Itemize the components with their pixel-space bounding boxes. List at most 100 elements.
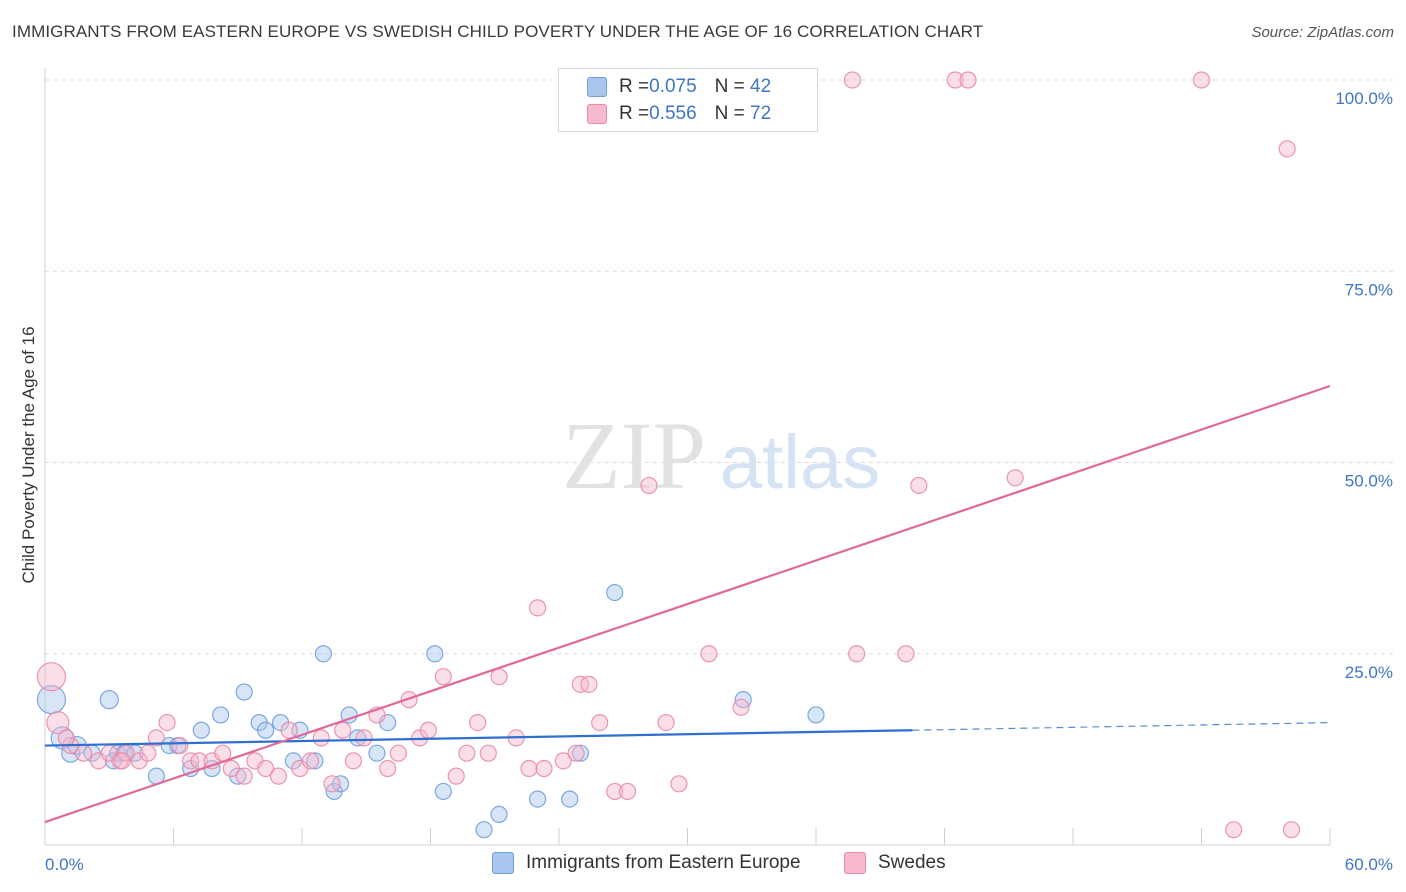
watermark-atlas: atlas (720, 420, 881, 505)
tick-labels: 100.0% 75.0% 50.0% 25.0% 0.0% 60.0% (45, 89, 1393, 874)
point-swedes (323, 775, 341, 793)
legend-r-label: R = (619, 76, 650, 97)
point-eastern-europe (235, 683, 253, 701)
series-swatch-blue (492, 852, 514, 874)
trend-line-eastern-europe (44, 729, 913, 747)
point-eastern-europe (192, 721, 210, 739)
legend-n-label: N = (714, 76, 751, 97)
point-eastern-europe (571, 744, 590, 762)
point-swedes (312, 729, 330, 747)
point-swedes (113, 752, 131, 770)
legend-r-value: 0.556 (649, 103, 697, 124)
point-eastern-europe (368, 744, 386, 762)
series-name: Immigrants from Eastern Europe (526, 852, 801, 873)
legend-swatch-blue (587, 77, 607, 97)
series-swatch-pink (844, 852, 866, 874)
point-swedes (618, 782, 637, 801)
point-swedes (946, 71, 964, 89)
point-swedes (843, 71, 862, 89)
point-swedes (74, 744, 93, 762)
point-eastern-europe (99, 690, 119, 710)
trend-line-swedes (44, 384, 1331, 824)
axes (44, 68, 1331, 846)
point-swedes (580, 675, 598, 693)
trend-lines (44, 384, 1331, 824)
point-swedes (535, 759, 553, 778)
point-swedes (344, 752, 362, 770)
point-swedes (732, 698, 750, 716)
y-tick-label: 25.0% (1345, 663, 1393, 682)
point-swedes (1282, 821, 1301, 839)
point-swedes (171, 736, 189, 755)
point-swedes (606, 782, 624, 801)
point-swedes (235, 767, 253, 785)
point-swedes (57, 729, 76, 747)
point-eastern-europe (212, 706, 230, 724)
point-swedes (1278, 140, 1296, 158)
x-tick-label: 0.0% (45, 855, 84, 874)
point-swedes (554, 752, 572, 770)
point-swedes (301, 752, 320, 770)
stats-legend: R = 0.075 N = 42 R = 0.556 N = 72 (558, 68, 818, 132)
point-swedes (469, 713, 487, 732)
point-swedes (959, 71, 977, 89)
point-swedes (139, 744, 157, 762)
point-swedes (389, 744, 407, 762)
point-swedes (528, 599, 547, 617)
legend-row-swedes: R = 0.556 N = 72 (587, 101, 771, 127)
point-eastern-europe (340, 706, 358, 724)
y-tick-label: 100.0% (1335, 89, 1393, 108)
point-swedes (458, 744, 476, 762)
watermark-zip: ZIP (562, 402, 706, 509)
point-swedes (355, 729, 373, 747)
point-eastern-europe (349, 729, 367, 747)
series-legend-swedes: Swedes (844, 852, 946, 874)
point-swedes (1006, 469, 1024, 487)
point-swedes (36, 662, 67, 692)
legend-row-eastern-europe: R = 0.075 N = 42 (587, 74, 771, 100)
watermark: ZIP atlas (562, 402, 880, 509)
point-swedes (269, 767, 288, 785)
chart-title: IMMIGRANTS FROM EASTERN EUROPE VS SWEDIS… (12, 22, 984, 41)
point-eastern-europe (256, 721, 275, 739)
point-swedes (1225, 821, 1243, 839)
point-swedes (490, 668, 508, 686)
point-swedes (1192, 71, 1211, 89)
point-eastern-europe (807, 706, 825, 724)
point-swedes (670, 775, 688, 793)
point-eastern-europe (306, 752, 324, 770)
y-axis-label: Child Poverty Under the Age of 16 (19, 326, 38, 583)
legend-n-value: 42 (750, 76, 772, 97)
point-eastern-europe (426, 645, 444, 663)
point-swedes (591, 713, 609, 732)
point-swedes (222, 759, 240, 778)
point-swedes (419, 721, 437, 739)
legend-n-label: N = (714, 103, 751, 124)
point-swedes (46, 710, 70, 735)
legend-r-value: 0.075 (649, 76, 697, 97)
chart-source: Source: ZipAtlas.com (1251, 24, 1394, 41)
point-swedes (520, 759, 538, 778)
point-eastern-europe (490, 805, 508, 824)
data-points (36, 71, 1301, 839)
point-swedes (447, 767, 465, 785)
series-legend: Immigrants from Eastern Europe Swedes (0, 852, 1406, 878)
point-swedes (334, 721, 352, 739)
legend-r-label: R = (619, 103, 650, 124)
point-swedes (147, 729, 165, 747)
point-swedes (434, 668, 452, 686)
legend-n-value: 72 (750, 103, 772, 124)
y-tick-label: 75.0% (1345, 280, 1393, 299)
point-eastern-europe (314, 645, 333, 663)
series-name: Swedes (878, 852, 946, 873)
trend-line-extension (912, 722, 1331, 731)
y-tick-label: 50.0% (1345, 472, 1393, 491)
point-swedes (479, 744, 497, 762)
point-swedes (379, 759, 397, 778)
grid-lines (45, 79, 1395, 655)
legend-swatch-pink (587, 104, 607, 124)
point-swedes (640, 476, 658, 495)
x-tick-label: 60.0% (1345, 855, 1393, 874)
point-swedes (280, 721, 298, 739)
